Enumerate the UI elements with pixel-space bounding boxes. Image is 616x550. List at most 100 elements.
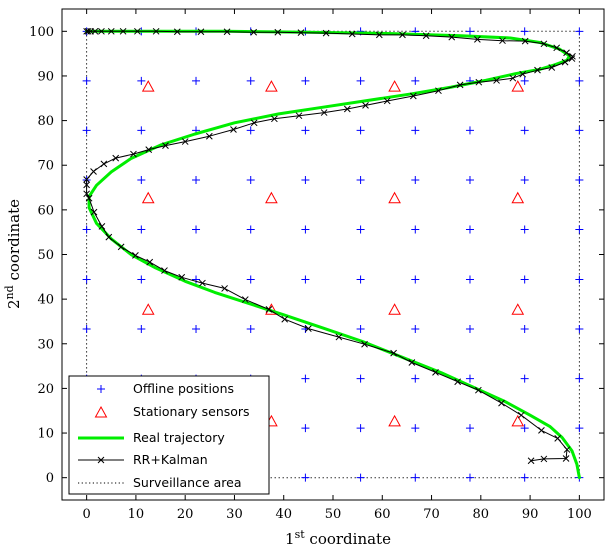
legend-item-offline: Offline positions	[97, 381, 234, 396]
offline-position-point	[411, 424, 420, 433]
rr-kalman-point	[83, 176, 90, 183]
sensor-point	[511, 414, 525, 427]
x-tick-label: 40	[275, 507, 292, 522]
legend-label-estimate: RR+Kalman	[133, 452, 208, 467]
plus-marker-icon	[97, 385, 105, 393]
legend-item-real: Real trajectory	[78, 430, 225, 445]
rr-kalman-point	[199, 279, 206, 287]
x-tick-label: 20	[177, 507, 194, 522]
rr-kalman-point	[362, 102, 369, 109]
offline-position-point	[465, 126, 474, 135]
offline-position-point	[465, 374, 474, 383]
offline-position-point	[246, 76, 255, 85]
rr-kalman-point	[119, 27, 127, 35]
rr-kalman-point	[569, 52, 576, 60]
offline-position-point	[575, 225, 584, 234]
offline-position-point	[575, 175, 584, 184]
rr-kalman-point	[563, 49, 570, 57]
rr-kalman-point	[162, 142, 169, 149]
legend-label-real: Real trajectory	[133, 430, 225, 445]
offline-position-point	[192, 275, 201, 284]
legend-item-sensors: Stationary sensors	[94, 404, 250, 419]
sensor-point	[388, 80, 401, 92]
offline-position-point	[465, 325, 474, 334]
rr-kalman-point	[161, 267, 168, 274]
offline-position-point	[520, 76, 529, 85]
rr-kalman-point	[475, 78, 483, 86]
rr-kalman-point	[475, 386, 482, 394]
rr-kalman-point	[568, 55, 576, 62]
offline-position-point	[356, 175, 365, 184]
offline-position-point	[520, 27, 529, 36]
offline-position-point	[411, 275, 420, 284]
offline-position-point	[356, 76, 365, 85]
rr-kalman-point	[223, 28, 231, 36]
x-tick-label: 0	[82, 507, 90, 522]
offline-position-point	[411, 175, 420, 184]
rr-kalman-point	[100, 160, 108, 168]
offline-position-point	[520, 473, 529, 482]
offline-position-point	[465, 275, 474, 284]
offline-position-point	[301, 126, 310, 135]
triangle-marker-icon	[94, 405, 108, 418]
rr-kalman-point	[548, 64, 556, 71]
x-tick-label: 90	[522, 507, 539, 522]
rr-kalman-point	[271, 115, 278, 123]
rr-kalman-point	[197, 28, 205, 36]
legend-item-estimate: RR+Kalman	[78, 452, 208, 467]
rr-kalman-point	[90, 208, 98, 216]
offline-position-point	[301, 374, 310, 383]
offline-position-point	[411, 225, 420, 234]
legend-label-sensors: Stationary sensors	[133, 404, 250, 419]
rr-kalman-point	[517, 411, 525, 419]
offline-position-point	[356, 374, 365, 383]
rr-kalman-point	[383, 97, 391, 105]
rr-kalman-point	[295, 112, 303, 120]
sensor-point	[141, 191, 155, 204]
rr-kalman-point	[474, 35, 481, 43]
offline-position-point	[465, 473, 474, 482]
offline-position-point	[575, 126, 584, 135]
offline-position-point	[82, 325, 91, 334]
offline-position-point	[575, 374, 584, 383]
offline-position-point	[520, 424, 529, 433]
rr-kalman-point	[250, 28, 258, 36]
x-tick-label: 10	[128, 507, 145, 522]
offline-position-point	[137, 126, 146, 135]
offline-position-point	[246, 175, 255, 184]
sensor-point	[388, 191, 401, 204]
rr-kalman-point	[83, 27, 90, 35]
offline-position-point	[137, 76, 146, 85]
rr-kalman-point	[221, 285, 228, 292]
rr-kalman-point	[84, 27, 92, 35]
rr-kalman-point	[521, 37, 529, 45]
offline-position-point	[137, 275, 146, 284]
sensor-point	[265, 80, 278, 92]
rr-kalman-point	[499, 37, 506, 45]
legend-item-area: Surveillance area	[78, 475, 242, 490]
real-trajectory-line	[85, 29, 581, 480]
offline-position-point	[192, 225, 201, 234]
y-axis-label: 2nd coordinate	[3, 199, 23, 309]
offline-position-point	[246, 275, 255, 284]
sensor-point	[511, 80, 525, 92]
rr-kalman-point	[454, 378, 462, 386]
offline-position-point	[520, 126, 529, 135]
sensor-point	[511, 191, 525, 204]
offline-position-point	[575, 275, 584, 284]
offline-position-point	[356, 275, 365, 284]
offline-position-point	[575, 424, 584, 433]
rr-kalman-point	[432, 368, 439, 376]
rr-kalman-point	[130, 150, 137, 158]
rr-kalman-point	[562, 455, 570, 462]
rr-kalman-point	[498, 399, 505, 407]
x-axis-label: 1st coordinate	[285, 528, 391, 548]
offline-position-point	[575, 76, 584, 85]
offline-position-point	[465, 424, 474, 433]
offline-position-point	[301, 473, 310, 482]
sensor-point	[388, 414, 401, 427]
rr-kalman-point	[146, 258, 154, 266]
offline-position-point	[356, 126, 365, 135]
rr-kalman-point	[205, 132, 213, 140]
rr-kalman-point	[335, 333, 343, 341]
